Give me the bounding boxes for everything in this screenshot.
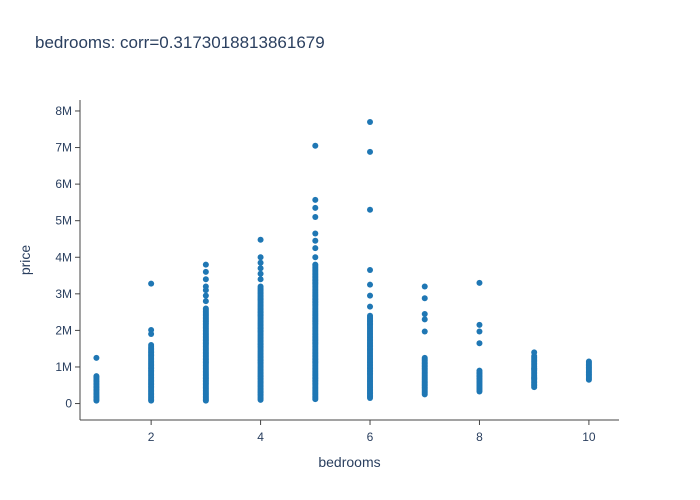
x-tick-label: 10 [582,430,596,444]
data-point [148,280,155,287]
data-point [476,279,483,286]
data-point [312,230,319,237]
data-point [257,270,264,277]
data-point [531,374,538,381]
data-point [93,354,100,361]
data-point [202,276,209,283]
data-point [367,206,374,213]
data-point [367,118,374,125]
x-tick-label: 8 [476,430,483,444]
data-point [148,331,155,338]
data-point [202,268,209,275]
data-point [257,236,264,243]
data-point [476,367,483,374]
data-point [367,312,374,319]
y-tick-label: 2M [55,323,72,337]
data-point [367,267,374,274]
y-tick-label: 4M [55,250,72,264]
data-point [421,295,428,302]
y-tick-label: 0 [65,397,72,411]
x-tick-label: 6 [367,430,374,444]
data-point [476,340,483,347]
data-point [257,254,264,261]
x-axis: 2 4 6 8 10 [80,419,619,444]
data-point [312,214,319,221]
y-axis: 0 1M 2M 3M 4M 5M 6M 7M 8M [55,100,81,420]
data-point [257,265,264,272]
data-point [202,305,209,312]
data-point [531,349,538,356]
data-point [421,283,428,290]
data-point [476,321,483,328]
data-point [312,245,319,252]
data-point [531,365,538,372]
y-tick-label: 3M [55,287,72,301]
data-point [367,148,374,155]
data-point [421,316,428,323]
chart-title: bedrooms: corr=0.3173018813861679 [35,33,325,52]
data-point [421,354,428,361]
y-tick-label: 8M [55,104,72,118]
y-tick-label: 7M [55,141,72,155]
data-point [93,373,100,380]
data-point [585,358,592,365]
data-point [367,281,374,288]
data-point [202,298,209,305]
data-point [257,259,264,266]
data-point [257,283,264,290]
data-point [312,254,319,261]
data-point [312,142,319,149]
data-point [421,310,428,317]
scatter-markers [93,118,592,404]
y-tick-label: 5M [55,214,72,228]
data-point [202,261,209,268]
data-point [367,292,374,299]
y-tick-label: 1M [55,360,72,374]
data-point [257,276,264,283]
data-point [312,237,319,244]
data-point [312,261,319,268]
data-point [202,287,209,294]
data-point [476,328,483,335]
data-point [312,196,319,203]
data-point [367,303,374,310]
data-point [202,292,209,299]
x-tick-label: 2 [148,430,155,444]
x-tick-label: 4 [257,430,264,444]
data-point [312,204,319,211]
data-point [148,342,155,349]
x-axis-title: bedrooms [318,454,380,470]
data-point [421,328,428,335]
y-axis-title: price [17,245,33,276]
y-tick-label: 6M [55,177,72,191]
